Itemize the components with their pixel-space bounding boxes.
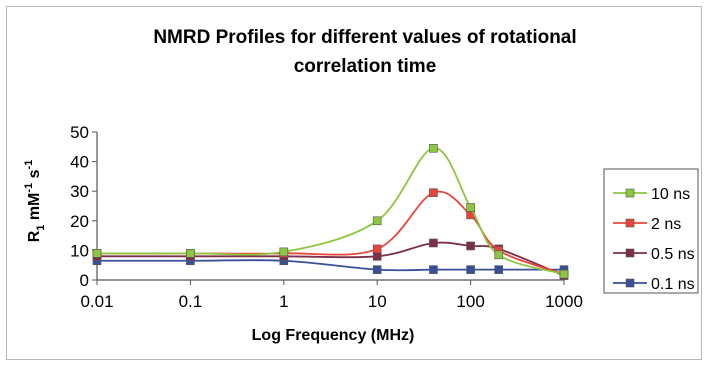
- data-point-10-ns: [429, 143, 438, 153]
- x-tick-label: 1: [279, 292, 288, 311]
- series-line-10-ns: [96, 147, 565, 275]
- x-tick-label: 1000: [545, 292, 583, 311]
- data-point-10-ns: [279, 247, 289, 257]
- chart-title-line-1: NMRD Profiles for different values of ro…: [153, 27, 576, 48]
- y-tick-label: 10: [70, 241, 89, 260]
- x-tick-label: 10: [368, 292, 387, 311]
- y-tick-label: 20: [70, 212, 89, 231]
- data-point-10-ns: [92, 249, 102, 258]
- data-point-10-ns: [466, 203, 475, 212]
- data-point-0-1-ns: [429, 265, 438, 274]
- data-point-0-5-ns: [372, 252, 382, 261]
- data-point-0-5-ns: [429, 238, 438, 248]
- y-axis-title-sup2: -1: [23, 160, 35, 170]
- y-tick-label: 40: [70, 153, 89, 172]
- y-tick-label: 30: [70, 182, 89, 201]
- y-tick-label: 0: [80, 271, 89, 290]
- y-axis-title: R1 mM-1 s-1: [23, 160, 47, 243]
- x-tick-label: 0.1: [179, 292, 203, 311]
- legend-marker-2-ns: [625, 218, 635, 228]
- x-axis-title: Log Frequency (MHz): [252, 327, 415, 344]
- y-axis-title-base: R: [26, 230, 43, 242]
- legend-box: [603, 168, 699, 294]
- data-point-10-ns: [494, 250, 504, 260]
- series-line-2-ns: [96, 190, 565, 275]
- data-point-10-ns: [372, 216, 382, 226]
- data-point-0-1-ns: [466, 265, 475, 274]
- series-line-0-1-ns: [97, 259, 564, 272]
- legend-label-0-1-ns: 0.1 ns: [651, 276, 695, 293]
- x-tick-label: 0.01: [80, 292, 113, 311]
- data-point-10-ns: [559, 269, 569, 279]
- legend-label-2-ns: 2 ns: [651, 216, 681, 233]
- legend-label-10-ns: 10 ns: [651, 186, 690, 203]
- data-point-0-1-ns: [372, 265, 382, 274]
- chart-frame: NMRD Profiles for different values of ro…: [6, 6, 702, 360]
- legend: 10 ns 2 ns 0.5 ns 0.1 ns: [603, 168, 699, 294]
- legend-marker-0-1-ns: [625, 278, 635, 288]
- legend-label-0-5-ns: 0.5 ns: [651, 246, 695, 263]
- legend-marker-0-5-ns: [625, 248, 635, 258]
- chart-title-line-2: correlation time: [294, 56, 437, 77]
- data-point-2-ns: [372, 244, 382, 254]
- y-axis-title-sup1: -1: [23, 183, 35, 193]
- y-axis-title-sub: 1: [35, 225, 47, 231]
- chart-svg: NMRD Profiles for different values of ro…: [23, 27, 699, 344]
- x-tick-label: 100: [456, 292, 484, 311]
- data-point-2-ns: [429, 188, 438, 197]
- data-point-10-ns: [186, 249, 195, 258]
- y-tick-label: 50: [70, 123, 89, 142]
- y-axis-title-unit2: s: [26, 169, 43, 182]
- data-point-0-1-ns: [494, 265, 504, 274]
- legend-marker-10-ns: [625, 188, 635, 198]
- y-axis-title-unit1: mM: [26, 193, 43, 225]
- data-point-0-5-ns: [466, 241, 475, 251]
- plot-area: 0 10 20 30 40 50 0.01 0.1 1 10 100 1000: [70, 123, 583, 311]
